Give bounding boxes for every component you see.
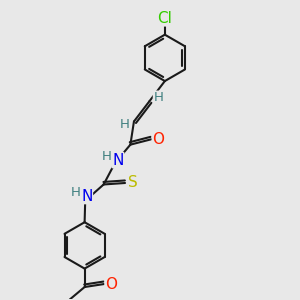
Text: H: H: [102, 150, 112, 163]
Text: Cl: Cl: [158, 11, 172, 26]
Text: O: O: [105, 277, 117, 292]
Text: H: H: [71, 186, 81, 199]
Text: S: S: [128, 176, 138, 190]
Text: N: N: [81, 189, 92, 204]
Text: O: O: [152, 132, 164, 147]
Text: H: H: [120, 118, 130, 131]
Text: H: H: [153, 91, 163, 104]
Text: N: N: [112, 153, 124, 168]
